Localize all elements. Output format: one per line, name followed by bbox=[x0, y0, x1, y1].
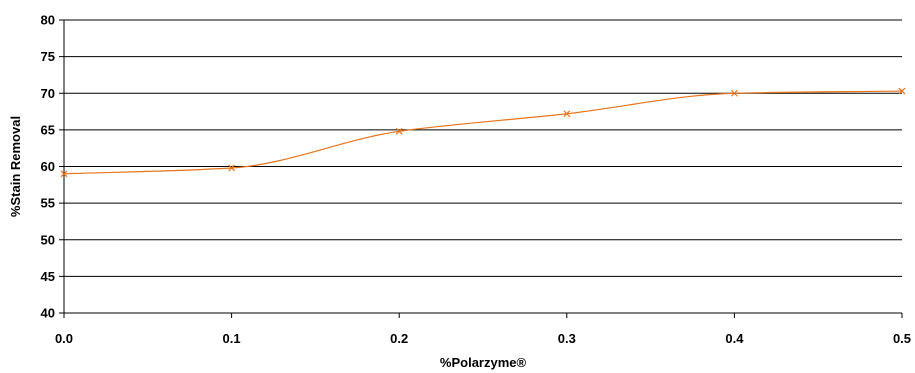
y-tick-label: 80 bbox=[41, 13, 55, 28]
data-point-marker bbox=[563, 110, 571, 118]
x-axis-title: %Polarzyme® bbox=[440, 355, 527, 370]
x-tick-label: 0.3 bbox=[558, 331, 576, 346]
marker-stroke bbox=[563, 110, 571, 118]
y-tick-label: 60 bbox=[41, 159, 55, 174]
y-tick-label: 70 bbox=[41, 86, 55, 101]
y-tick-label: 65 bbox=[41, 122, 55, 137]
marker-stroke bbox=[898, 87, 906, 95]
marker-stroke bbox=[228, 164, 236, 172]
data-point-marker bbox=[395, 127, 403, 135]
y-tick-labels: 40 45 50 55 60 65 70 75 80 bbox=[41, 13, 55, 321]
y-tick-label: 45 bbox=[41, 269, 55, 284]
x-tick-labels: 0.0 0.1 0.2 0.3 0.4 0.5 bbox=[55, 331, 911, 346]
data-point-marker bbox=[730, 89, 738, 97]
data-point-marker bbox=[60, 170, 68, 178]
x-tick-label: 0.5 bbox=[893, 331, 911, 346]
x-tick-label: 0.1 bbox=[223, 331, 241, 346]
x-tick-label: 0.2 bbox=[390, 331, 408, 346]
marker-stroke bbox=[730, 89, 738, 97]
x-tick-label: 0.0 bbox=[55, 331, 73, 346]
y-tick-label: 40 bbox=[41, 306, 55, 321]
axes bbox=[59, 19, 903, 318]
data-point-marker bbox=[898, 87, 906, 95]
marker-stroke bbox=[395, 127, 403, 135]
series-line bbox=[63, 90, 903, 175]
data-point-marker bbox=[228, 164, 236, 172]
gridlines bbox=[64, 19, 902, 314]
marker-stroke bbox=[60, 170, 68, 178]
series-group bbox=[60, 87, 906, 178]
y-tick-label: 75 bbox=[41, 49, 55, 64]
y-axis-title: %Stain Removal bbox=[8, 116, 23, 217]
y-tick-label: 50 bbox=[41, 232, 55, 247]
x-tick-label: 0.4 bbox=[725, 331, 744, 346]
y-tick-label: 55 bbox=[41, 196, 55, 211]
